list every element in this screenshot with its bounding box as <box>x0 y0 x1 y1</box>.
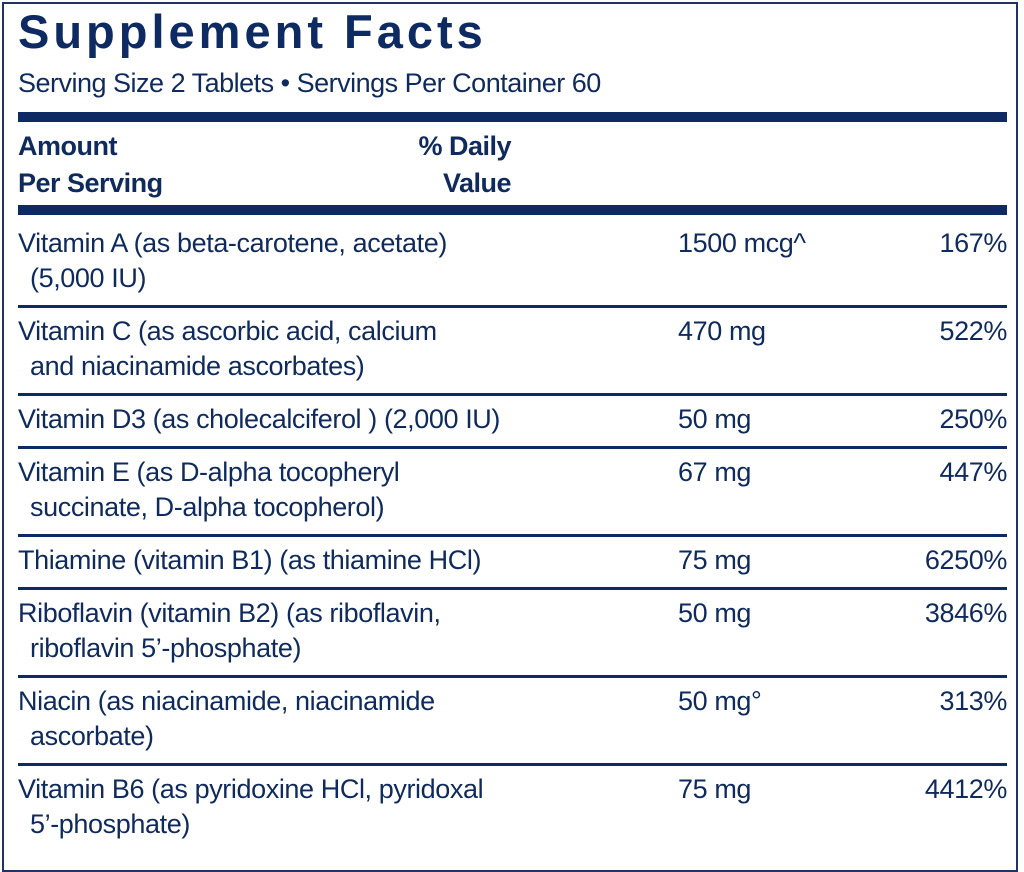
nutrient-name-line2: ascorbate) <box>30 721 154 751</box>
nutrient-name-line2: and niacinamide ascorbates) <box>30 351 365 381</box>
nutrient-row: Thiamine (vitamin B1) (as thiamine HCl) 7… <box>18 537 1007 590</box>
nutrient-daily-value: 6250% <box>924 545 1007 575</box>
label-title: Supplement Facts <box>18 5 487 58</box>
nutrient-name-line2: 5’-phosphate) <box>30 809 190 839</box>
nutrient-name: Vitamin A (as beta-carotene, acetate) (5,… <box>18 226 658 296</box>
nutrient-daily-value: 4412% <box>924 774 1007 804</box>
nutrient-name-line1: Vitamin E (as D-alpha tocopheryl <box>18 457 400 487</box>
amount-header-line2: Per Serving <box>18 168 163 198</box>
nutrient-name-line1: Thiamine (vitamin B1) (as thiamine HCl) <box>18 545 482 575</box>
nutrient-name: Vitamin D3 (as cholecalciferol ) (2,000 … <box>18 402 658 437</box>
nutrient-name: Vitamin B6 (as pyridoxine HCl, pyridoxal… <box>18 772 658 842</box>
nutrient-daily-value: 3846% <box>924 598 1007 628</box>
nutrient-table: Vitamin A (as beta-carotene, acetate) (5,… <box>18 220 1007 851</box>
nutrient-row: Vitamin D3 (as cholecalciferol ) (2,000 … <box>18 396 1007 449</box>
daily-value-header: % Daily Value <box>398 128 511 202</box>
nutrient-amount: 50 mg° <box>678 686 762 716</box>
nutrient-name-line1: Niacin (as niacinamide, niacinamide <box>18 686 435 716</box>
nutrient-name: Vitamin C (as ascorbic acid, calcium and … <box>18 314 658 384</box>
nutrient-daily-value: 447% <box>939 457 1008 487</box>
thick-divider <box>18 205 1007 215</box>
nutrient-row: Vitamin C (as ascorbic acid, calcium and … <box>18 308 1007 396</box>
nutrient-name-line2: (5,000 IU) <box>30 263 147 293</box>
nutrient-name-line1: Vitamin C (as ascorbic acid, calcium <box>18 316 437 346</box>
thick-divider <box>18 112 1007 122</box>
nutrient-daily-value: 250% <box>939 404 1008 434</box>
nutrient-daily-value: 167% <box>939 228 1008 258</box>
nutrient-name-line2: riboflavin 5’-phosphate) <box>30 633 302 663</box>
nutrient-amount: 50 mg <box>678 404 752 434</box>
nutrient-amount: 67 mg <box>678 457 752 487</box>
nutrient-row: Vitamin B6 (as pyridoxine HCl, pyridoxal… <box>18 766 1007 851</box>
nutrient-amount: 50 mg <box>678 598 752 628</box>
nutrient-name: Thiamine (vitamin B1) (as thiamine HCl) <box>18 543 658 578</box>
nutrient-row: Niacin (as niacinamide, niacinamide ascor… <box>18 678 1007 766</box>
nutrient-name-line1: Vitamin B6 (as pyridoxine HCl, pyridoxal <box>18 774 484 804</box>
nutrient-name-line1: Riboflavin (vitamin B2) (as riboflavin, <box>18 598 441 628</box>
dv-header-line1: % Daily <box>418 131 511 161</box>
nutrient-daily-value: 313% <box>939 686 1008 716</box>
nutrient-amount: 75 mg <box>678 545 752 575</box>
nutrient-name: Vitamin E (as D-alpha tocopheryl succinat… <box>18 455 658 525</box>
nutrient-daily-value: 522% <box>939 316 1008 346</box>
nutrient-row: Vitamin A (as beta-carotene, acetate) (5,… <box>18 220 1007 308</box>
nutrient-name-line1: Vitamin A (as beta-carotene, acetate) <box>18 228 447 258</box>
serving-info: Serving Size 2 Tablets • Servings Per Co… <box>18 68 601 98</box>
nutrient-amount: 470 mg <box>678 316 766 346</box>
nutrient-amount: 1500 mcg^ <box>678 228 806 258</box>
nutrient-row: Riboflavin (vitamin B2) (as riboflavin, r… <box>18 590 1007 678</box>
amount-header: Amount Per Serving <box>18 128 163 202</box>
nutrient-name-line2: succinate, D-alpha tocopherol) <box>30 492 385 522</box>
amount-header-line1: Amount <box>18 131 117 161</box>
nutrient-name: Niacin (as niacinamide, niacinamide ascor… <box>18 684 658 754</box>
nutrient-name-line1: Vitamin D3 (as cholecalciferol ) (2,000 … <box>18 404 500 434</box>
nutrient-name: Riboflavin (vitamin B2) (as riboflavin, r… <box>18 596 658 666</box>
nutrient-amount: 75 mg <box>678 774 752 804</box>
nutrient-row: Vitamin E (as D-alpha tocopheryl succinat… <box>18 449 1007 537</box>
dv-header-line2: Value <box>442 168 512 198</box>
